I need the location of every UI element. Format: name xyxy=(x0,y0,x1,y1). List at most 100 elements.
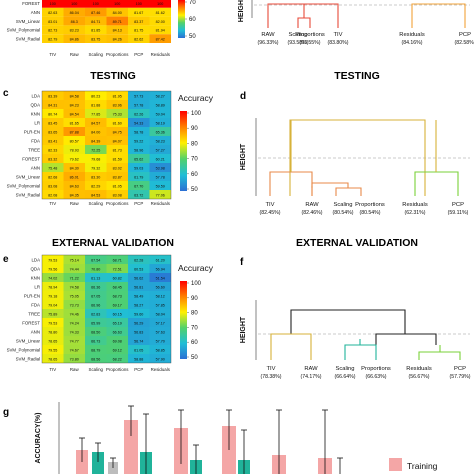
heatmap-cell-value: 68.45 xyxy=(113,285,122,289)
heatmap-cell xyxy=(128,145,150,154)
heatmap-cell-value: 81.60 xyxy=(113,121,122,125)
heatmap-cell-value: 58.04 xyxy=(156,312,165,316)
legend-tick-label: 80 xyxy=(191,141,198,147)
heatmap-row-label: LR xyxy=(34,120,40,125)
heatmap-cell xyxy=(63,327,85,336)
section-title-testing: TESTING xyxy=(334,70,380,82)
heatmap-cell-value: 82.08 xyxy=(48,193,57,197)
heatmap-column-label: Scaling xyxy=(89,52,104,57)
heatmap-cell xyxy=(63,354,85,363)
heatmap-cell-value: 83.08 xyxy=(48,184,57,188)
heatmap-cell xyxy=(149,354,171,363)
heatmap-row-label: SVM_Radial xyxy=(16,36,40,41)
heatmap-cell xyxy=(128,91,150,100)
heatmap-cell-value: 60.21 xyxy=(156,157,165,161)
heatmap-cell-value: 81.05 xyxy=(113,184,122,188)
heatmap-column-label: Proportions xyxy=(106,367,129,372)
heatmap-cell xyxy=(63,264,85,273)
heatmap-row-label: QDA xyxy=(30,266,40,271)
heatmap-cell xyxy=(128,282,150,291)
panel-label-d: d xyxy=(240,91,246,102)
heatmap-cell-value: 65.62 xyxy=(134,157,143,161)
heatmap-cell-value: 58.89 xyxy=(156,103,165,107)
heatmap-cell xyxy=(106,109,128,118)
heatmap-cell xyxy=(106,0,128,8)
heatmap-cell xyxy=(149,345,171,354)
heatmap-cell-value: 82.29 xyxy=(91,184,100,188)
heatmap-cell-value: 81.94 xyxy=(156,29,165,33)
heatmap-cell-value: 84.71 xyxy=(91,20,100,24)
heatmap-cell-value: 79.18 xyxy=(48,294,57,298)
heatmap-cell-value: 84.31 xyxy=(48,103,57,107)
heatmap-row-label: SVM_Polynomial xyxy=(7,183,40,188)
heatmap-cell-value: 56.83 xyxy=(134,330,143,334)
dendrogram-branch xyxy=(269,171,313,196)
bar xyxy=(124,420,138,474)
heatmap-cell xyxy=(128,300,150,309)
heatmap-cell xyxy=(63,145,85,154)
heatmap-cell xyxy=(128,0,150,8)
heatmap-cell-value: 82.00 xyxy=(156,20,165,24)
heatmap-cell xyxy=(63,136,85,145)
heatmap-cell-value: 79.62 xyxy=(70,157,79,161)
heatmap-cell-value: 78.65 xyxy=(48,339,57,343)
dendrogram-leaf-label: Residuals xyxy=(406,366,432,372)
dendrogram-branch xyxy=(289,119,426,196)
heatmap-cell xyxy=(149,190,171,199)
heatmap-cell xyxy=(128,318,150,327)
heatmap-cell-value: 81.62 xyxy=(156,11,165,15)
heatmap-cell xyxy=(42,127,64,136)
heatmap-cell xyxy=(128,255,150,264)
heatmap-cell-value: 59.03 xyxy=(134,166,143,170)
heatmap-cell-value: 83.39 xyxy=(48,94,57,98)
heatmap-cell xyxy=(128,25,150,35)
heatmap-cell-value: 84.07 xyxy=(113,139,122,143)
panel-f-external-dendrogram: f EXTERNAL VALIDATION HEIGHT TIV (78.38%) RAW… xyxy=(240,237,471,380)
dendrogram-leaf-accuracy: (59.11%) xyxy=(448,210,469,216)
heatmap-cell xyxy=(149,34,171,43)
heatmap-cell xyxy=(85,7,107,17)
heatmap-cell-value: 81.73 xyxy=(113,148,122,152)
heatmap-cell-value: 89.71 xyxy=(113,20,122,24)
heatmap-cell-value: 74.24 xyxy=(70,321,79,325)
heatmap-cell xyxy=(128,127,150,136)
heatmap-cell xyxy=(42,34,64,43)
heatmap-cell xyxy=(42,291,64,300)
legend-tick-label: 60 xyxy=(189,17,196,23)
heatmap-row-label: SVM_Radial xyxy=(16,356,40,361)
heatmap-cell xyxy=(85,127,107,136)
heatmap-row-label: SVM_Radial xyxy=(16,192,40,197)
heatmap-cell xyxy=(106,345,128,354)
heatmap-cell-value: 82.68 xyxy=(48,175,57,179)
heatmap-cell-value: 51.54 xyxy=(156,276,165,280)
heatmap-cell xyxy=(149,172,171,181)
heatmap-cell-value: 62.26 xyxy=(134,112,143,116)
heatmap-cell xyxy=(128,273,150,282)
heatmap-cell-value: 100 xyxy=(157,2,163,6)
heatmap-cell xyxy=(106,16,128,26)
heatmap-cell xyxy=(128,190,150,199)
bar-chart-y-axis-label: ACCURACY(%) xyxy=(35,413,42,464)
heatmap-cell-value: 80.74 xyxy=(48,112,57,116)
panel-label-f: f xyxy=(240,257,244,268)
legend-color-bar xyxy=(180,111,187,191)
heatmap-cell-value: 68.56 xyxy=(91,357,100,361)
heatmap-cell xyxy=(42,282,64,291)
heatmap-cell xyxy=(42,145,64,154)
heatmap-cell xyxy=(106,127,128,136)
heatmap-row-label: SVM_Polynomial xyxy=(7,28,40,33)
heatmap-cell-value: 81.75 xyxy=(134,29,143,33)
heatmap-column-label: Residuals xyxy=(151,52,171,57)
heatmap-cell-value: 69.08 xyxy=(113,339,122,343)
heatmap-row-label: TREE xyxy=(28,311,40,316)
panel-label-c: c xyxy=(3,88,9,99)
dendrogram-branch xyxy=(335,187,362,196)
legend-color-bar xyxy=(180,281,187,359)
heatmap-cell-value: 59.60 xyxy=(134,312,143,316)
heatmap-cell xyxy=(85,34,107,43)
heatmap-cell-value: 61.20 xyxy=(156,258,165,262)
heatmap-cell xyxy=(42,154,64,163)
dendrogram-leaf-accuracy: (56.67%) xyxy=(408,374,429,380)
panel-e-external-heatmap: e EXTERNAL VALIDATION LDA 79.53 75.14 67.54 68… xyxy=(3,237,214,372)
heatmap-cell xyxy=(63,109,85,118)
